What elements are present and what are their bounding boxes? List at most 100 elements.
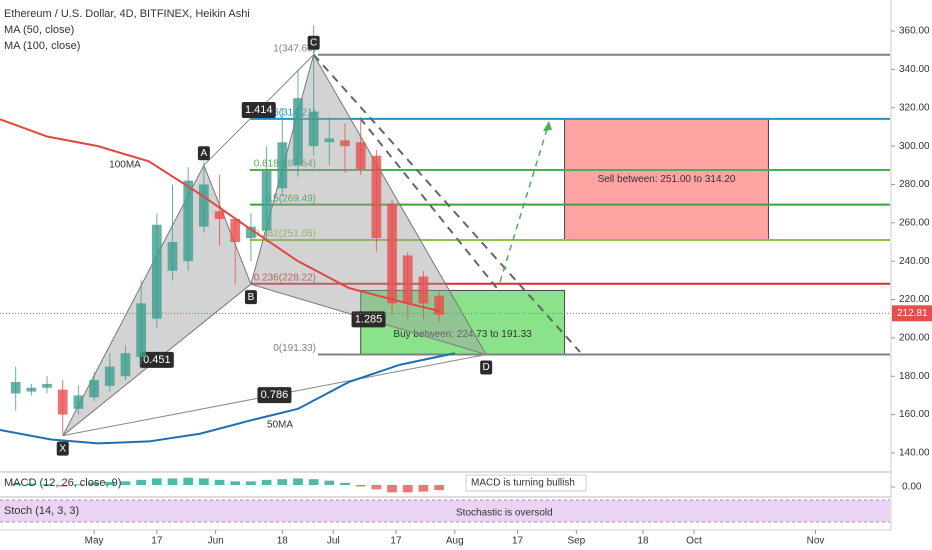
macd-bar [340, 482, 350, 485]
candle-body [418, 276, 429, 304]
candle-body [183, 180, 194, 262]
y-tick-label: 340.00 [899, 64, 930, 75]
y-tick-label: 320.00 [899, 102, 930, 113]
macd-bar [387, 485, 397, 493]
x-tick-label: Sep [567, 536, 585, 547]
indicator-label: MA (100, close) [4, 40, 80, 52]
candle-body [104, 366, 115, 386]
candle-body [387, 203, 397, 304]
x-tick-label: Aug [446, 536, 464, 547]
projection [359, 117, 501, 293]
candle-body [214, 211, 225, 219]
y-tick-label: 220.00 [899, 294, 930, 305]
candle-body [293, 98, 303, 166]
x-tick-label: 18 [637, 536, 649, 547]
ratio-box [351, 311, 386, 328]
projection [499, 125, 549, 283]
macd-bar [183, 477, 194, 485]
point-box [480, 360, 493, 375]
x-tick-label: 17 [390, 536, 402, 547]
candle-body [120, 353, 131, 377]
chart-title: Ethereum / U.S. Dollar, 4D, BITFINEX, He… [4, 8, 250, 20]
zone [360, 289, 566, 356]
ratio-box [139, 351, 174, 368]
y-tick-label: 300.00 [899, 141, 930, 152]
candle-body [371, 155, 382, 239]
y-tick-label: 200.00 [899, 333, 930, 344]
candle-body [246, 226, 256, 239]
fib-label: 0.5(269.49) [265, 193, 316, 204]
x-tick-label: May [85, 536, 104, 547]
x-tick-label: Nov [807, 536, 825, 547]
macd-bar [120, 481, 131, 485]
candle-body [308, 111, 319, 147]
macd-bar [434, 485, 444, 491]
point-label: B [248, 292, 255, 303]
stoch-band [0, 500, 890, 522]
candle-body [151, 224, 162, 319]
macd-bar [418, 485, 429, 492]
candle-body [42, 383, 52, 388]
point-box [56, 441, 69, 456]
macd-bar [199, 478, 209, 485]
candle-body [167, 241, 178, 271]
projection [312, 54, 581, 353]
macd-bar [293, 478, 303, 485]
x-tick-label: 17 [512, 536, 524, 547]
y-tick-label: 160.00 [899, 409, 930, 420]
macd-bar [214, 479, 225, 485]
macd-bar [151, 478, 162, 485]
zone-label: Buy between: 224.73 to 191.33 [393, 329, 532, 340]
candle-body [199, 184, 209, 227]
pane-note: Stochastic is oversold [456, 508, 553, 519]
ma-label: 50MA [267, 420, 293, 431]
candle-body [136, 303, 147, 358]
pane-title: Stoch (14, 3, 3) [4, 505, 79, 517]
candle-body [277, 142, 288, 189]
point-label: X [59, 443, 66, 454]
x-tick-label: Jul [327, 536, 340, 547]
candle-body [355, 142, 366, 170]
candle-body [73, 395, 84, 409]
candle-body [261, 171, 272, 231]
point-label: D [483, 362, 490, 373]
ratio-box [257, 387, 292, 404]
macd-bar [246, 481, 256, 485]
macd-bar [26, 483, 37, 485]
macd-bar [10, 483, 21, 485]
macd-bar [89, 482, 99, 485]
macd-bar [42, 484, 52, 486]
y-tick-label: 140.00 [899, 448, 930, 459]
fib-label: 0.382(251.05) [254, 229, 316, 240]
macd-bar [261, 479, 272, 485]
macd-bar [402, 485, 413, 493]
macd-bar [308, 479, 319, 485]
y-tick-label: 180.00 [899, 371, 930, 382]
indicator-label: MA (50, close) [4, 24, 74, 36]
note-box [465, 474, 587, 492]
candle-body [230, 218, 241, 242]
macd-bar [167, 478, 178, 485]
y-tick-label: 360.00 [899, 26, 930, 37]
candle-body [10, 381, 21, 394]
y-tick-label: 280.00 [899, 179, 930, 190]
macd-bar [277, 479, 288, 485]
candle-body [57, 389, 68, 415]
point-label: A [201, 148, 208, 159]
y-tick-label: 260.00 [899, 217, 930, 228]
candle-body [434, 295, 444, 315]
candle-body [402, 255, 413, 304]
ma-line [0, 118, 440, 313]
macd-bar [324, 480, 335, 485]
x-tick-label: Oct [686, 536, 702, 547]
zone [564, 118, 769, 241]
ma-label: 100MA [109, 160, 141, 171]
fib-label: 0.236(228.22) [254, 272, 316, 283]
candle-body [89, 380, 99, 398]
ratio-label: 0.451 [143, 354, 171, 366]
fib-label: 1(347.66) [273, 43, 316, 54]
x-tick-label: Jun [208, 536, 224, 547]
